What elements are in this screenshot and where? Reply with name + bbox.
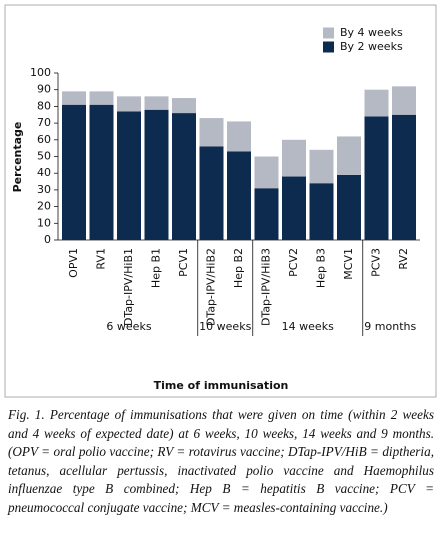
bar-segment — [172, 98, 196, 114]
frame — [4, 4, 437, 398]
legend-swatch — [323, 41, 334, 53]
y-tick-label: 30 — [37, 183, 51, 196]
bar-segment — [62, 91, 86, 105]
group-label: 14 weeks — [282, 320, 334, 333]
bar-segment — [254, 156, 279, 189]
y-tick-label: 70 — [37, 116, 51, 129]
legend-swatch — [323, 27, 334, 39]
bar-segment — [199, 118, 224, 147]
x-tick-label: Hep B1 — [150, 248, 163, 288]
x-tick-label: DTap-IPV/HiB3 — [260, 248, 273, 326]
bar-segment — [117, 111, 141, 240]
chart: Time of immunisation Percentage 0 10 20 30 4… — [4, 4, 437, 398]
x-tick-label: OPV1 — [67, 248, 80, 278]
y-tick-label: 0 — [44, 233, 51, 246]
bar-segment — [117, 96, 141, 112]
x-tick-label: RV2 — [397, 248, 410, 270]
legend-label: By 4 weeks — [340, 26, 403, 39]
x-tick-label: Hep B3 — [315, 248, 328, 288]
bar-segment — [144, 96, 169, 110]
bar-segment — [199, 146, 224, 240]
y-tick-label: 60 — [37, 133, 51, 146]
bar-segment — [227, 121, 251, 152]
x-tick-label: PCV3 — [370, 248, 383, 277]
bar-segment — [309, 149, 334, 184]
bar-segment — [392, 86, 416, 115]
group-label: 6 weeks — [106, 320, 151, 333]
x-axis-title: Time of immunisation — [154, 379, 289, 392]
x-tick-label: DTap-IPV/HiB2 — [205, 248, 218, 326]
y-axis-title: Percentage — [11, 122, 24, 193]
y-tick-label: 10 — [37, 216, 51, 229]
bar-segment — [282, 176, 306, 240]
bar-segment — [172, 113, 196, 240]
y-tick-label: 90 — [37, 83, 51, 96]
x-tick-label: MCV1 — [342, 248, 355, 280]
legend-label: By 2 weeks — [340, 40, 403, 53]
bar-segment — [309, 183, 334, 240]
y-tick-label: 100 — [30, 66, 51, 79]
x-tick-label: RV1 — [95, 248, 108, 270]
bar-segment — [227, 151, 251, 240]
bar-segment — [282, 139, 306, 177]
bar-segment — [144, 109, 169, 241]
bar-segment — [337, 136, 361, 175]
bar-segment — [337, 174, 361, 240]
bar-segment — [62, 104, 86, 240]
group-label: 10 weeks — [199, 320, 251, 333]
x-tick-label: DTap-IPV/HiB1 — [122, 248, 135, 326]
y-tick-label: 20 — [37, 200, 51, 213]
caption: Fig. 1. Percentage of immunisations that… — [8, 407, 434, 515]
bar-segment — [364, 89, 389, 117]
x-tick-label: Hep B2 — [232, 248, 245, 288]
bar-segment — [364, 116, 389, 240]
bar-segment — [89, 91, 114, 105]
bar-segment — [392, 114, 416, 240]
y-tick-label: 40 — [37, 166, 51, 179]
group-label: 9 months — [364, 320, 416, 333]
y-tick-label: 50 — [37, 150, 51, 163]
x-tick-label: PCV2 — [287, 248, 300, 277]
bar-segment — [89, 104, 114, 240]
bar-segment — [254, 188, 279, 240]
y-tick-label: 80 — [37, 99, 51, 112]
x-tick-label: PCV1 — [177, 248, 190, 277]
